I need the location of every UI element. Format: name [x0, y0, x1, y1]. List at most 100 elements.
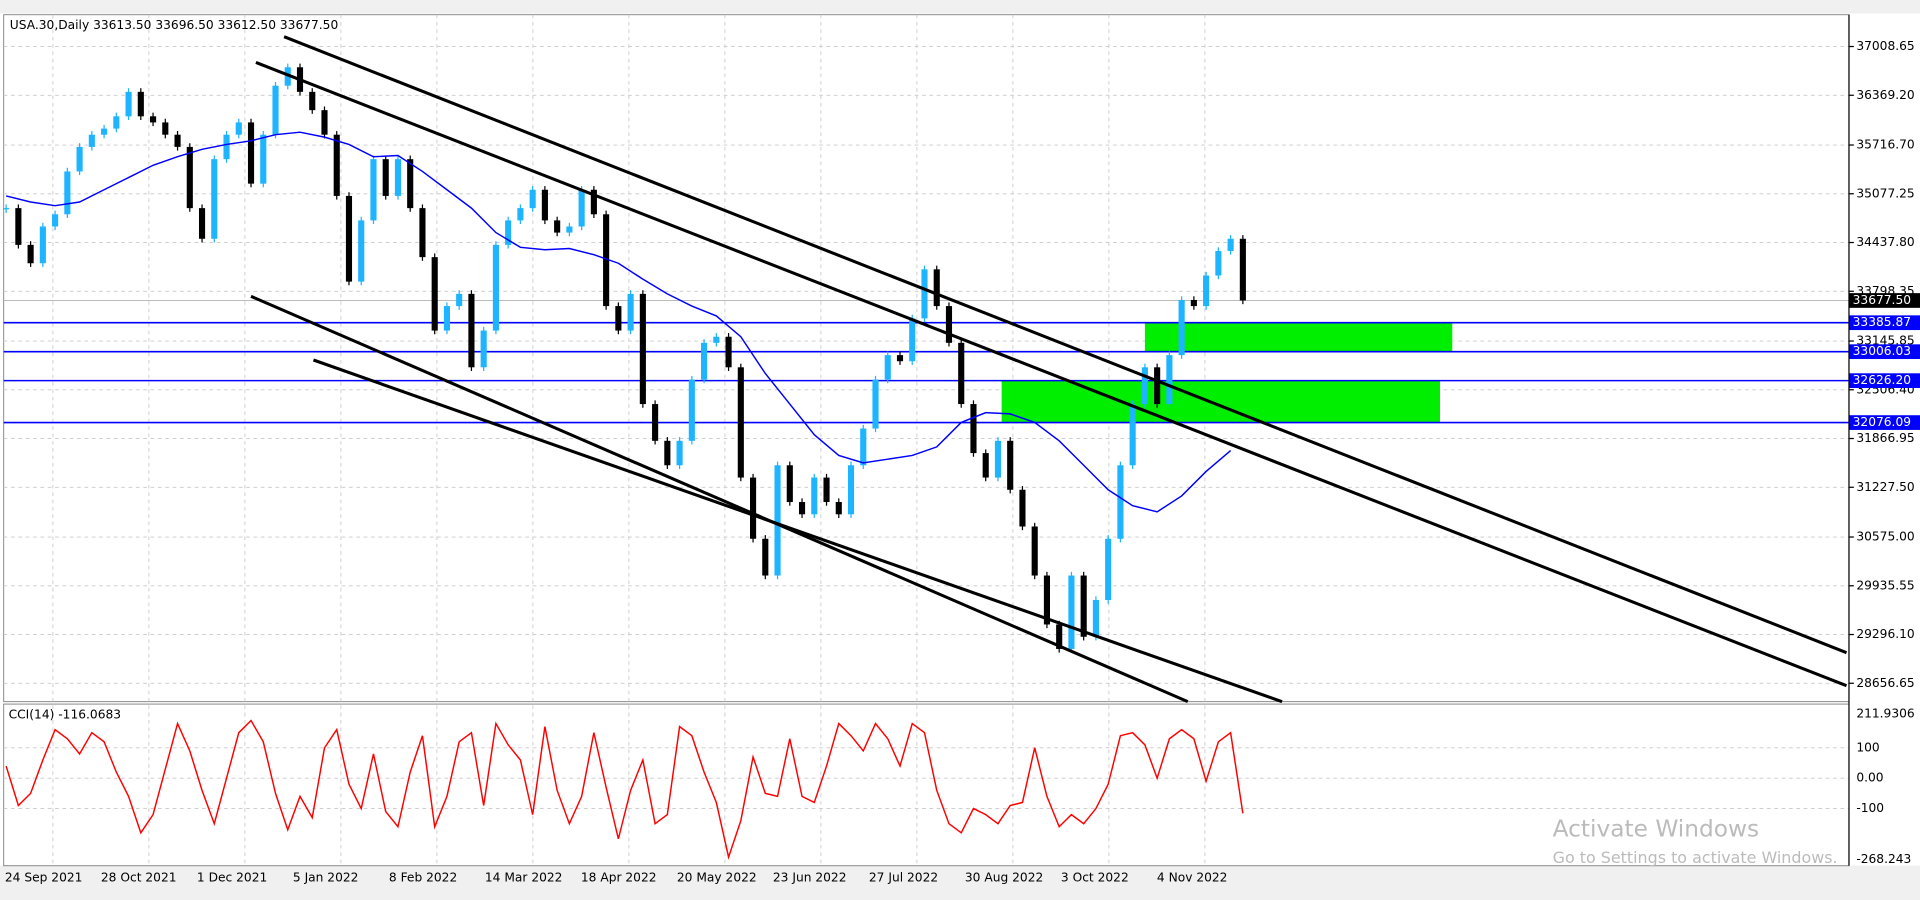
candle	[627, 293, 634, 331]
candle	[529, 189, 536, 209]
candle	[1227, 238, 1234, 251]
candle	[492, 244, 499, 331]
candle	[211, 159, 218, 239]
candle	[639, 293, 646, 405]
candle	[872, 379, 879, 429]
level-tag	[1848, 344, 1920, 360]
candle	[39, 226, 46, 264]
candle	[590, 189, 597, 215]
candle	[1092, 599, 1099, 637]
candle	[1166, 355, 1173, 405]
candle	[186, 146, 193, 209]
candle	[958, 342, 965, 405]
y-tick-label: 33145.85	[1856, 334, 1914, 348]
x-tick-label: 28 Oct 2021	[101, 870, 177, 884]
candle	[909, 318, 916, 362]
candle	[921, 269, 928, 319]
candle	[1117, 465, 1124, 539]
candle	[505, 220, 512, 245]
y-tick-label: 30575.00	[1856, 530, 1914, 544]
candle	[1031, 526, 1038, 576]
candle	[1239, 238, 1246, 301]
level-tag	[1848, 315, 1920, 331]
candle	[64, 171, 71, 215]
price-tag	[1848, 293, 1920, 308]
cci-tick-label: -100	[1856, 801, 1884, 815]
candle	[896, 355, 904, 362]
candle	[235, 122, 242, 135]
candle	[3, 208, 10, 210]
candle	[566, 226, 573, 233]
cci-label: CCI(14) -116.0683	[9, 708, 122, 722]
candle	[162, 122, 169, 135]
level-label: 32076.09	[1853, 415, 1911, 429]
candles	[3, 63, 1246, 653]
main-pane	[3, 14, 1850, 703]
candle	[517, 208, 524, 221]
trend-line	[283, 35, 1848, 655]
candle	[198, 208, 206, 239]
candle	[652, 404, 659, 441]
candle	[554, 220, 561, 233]
chart-header: USA.30,Daily 33613.50 33696.50 33612.50 …	[10, 18, 338, 32]
axes: 37008.65 36369.20 35716.70 35077.25 34437.80…	[5, 14, 1920, 884]
candle	[823, 477, 830, 503]
candle	[345, 195, 353, 282]
x-tick-label: 18 Apr 2022	[581, 870, 657, 884]
candle	[994, 440, 1002, 478]
candle	[15, 208, 22, 245]
x-tick-label: 23 Jun 2022	[773, 870, 847, 884]
moving-average	[5, 131, 1232, 513]
x-tick-label: 1 Dec 2021	[197, 870, 267, 884]
candle	[701, 342, 708, 380]
x-tick-label: 4 Nov 2022	[1157, 870, 1228, 884]
cci-tick-label: -268.243	[1856, 852, 1911, 866]
candle	[1105, 538, 1112, 600]
x-tick-label: 3 Oct 2022	[1061, 870, 1129, 884]
candle	[113, 116, 120, 129]
tab-bar	[0, 865, 1920, 900]
candle	[150, 116, 157, 123]
candle	[76, 146, 83, 172]
level-label: 32626.20	[1853, 373, 1911, 387]
candle	[750, 477, 757, 539]
candle	[419, 208, 426, 258]
watermark-title: Activate Windows	[1553, 816, 1759, 843]
candle	[1178, 299, 1185, 356]
candle	[945, 306, 953, 343]
candle	[431, 257, 438, 331]
candle	[737, 367, 744, 478]
candle	[847, 465, 855, 515]
trend-line	[312, 358, 1283, 704]
candle	[101, 128, 108, 135]
candle	[52, 214, 59, 227]
candle	[1141, 367, 1148, 405]
candle	[468, 293, 475, 368]
y-tick-label: 37008.65	[1856, 39, 1914, 53]
candle	[480, 330, 487, 368]
zone	[1001, 380, 1440, 423]
cci-line	[5, 719, 1244, 860]
candle	[1203, 275, 1210, 307]
level-label: 33006.03	[1853, 344, 1911, 358]
cci-pane	[3, 703, 1850, 867]
candle	[407, 159, 414, 209]
y-tick-label: 31866.95	[1856, 431, 1914, 445]
price-label: 33677.50	[1853, 293, 1911, 307]
candle	[260, 134, 267, 184]
cci-tick-label: 211.9306	[1856, 706, 1915, 720]
y-tick-label: 31227.50	[1856, 480, 1914, 494]
candle	[676, 440, 683, 466]
candle	[578, 189, 585, 227]
level-label: 33385.87	[1853, 315, 1911, 329]
level-tag	[1848, 373, 1920, 388]
candle	[1007, 440, 1014, 490]
y-tick-label: 29935.55	[1856, 578, 1914, 592]
candle	[811, 477, 818, 515]
candle	[1190, 299, 1197, 307]
x-tick-label: 5 Jan 2022	[293, 870, 359, 884]
x-tick-label: 27 Jul 2022	[869, 870, 938, 884]
candle	[1043, 575, 1050, 625]
candle	[1019, 489, 1026, 527]
